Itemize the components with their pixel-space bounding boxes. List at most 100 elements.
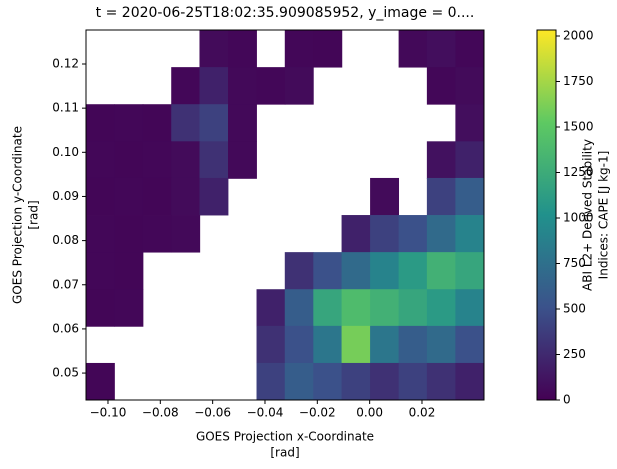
heatmap-cell [455, 215, 485, 253]
y-tick-label: 0.10 [52, 145, 79, 159]
heatmap-cell [341, 325, 371, 364]
heatmap-cell [313, 325, 343, 364]
heatmap-cell [256, 362, 286, 401]
heatmap-cell [313, 252, 343, 290]
heatmap-cell [114, 177, 144, 216]
heatmap-cell [455, 104, 485, 142]
heatmap-cell [199, 30, 229, 68]
x-tick-label: −0.02 [299, 406, 336, 420]
heatmap-cell [426, 30, 456, 68]
heatmap-cell [142, 104, 172, 142]
heatmap-cell [284, 252, 314, 290]
heatmap-cell [114, 252, 144, 290]
heatmap-cell [142, 177, 172, 216]
heatmap-cell [398, 252, 428, 290]
heatmap-cell [85, 362, 115, 401]
y-axis-label: GOES Projection y-Coordinate [11, 126, 25, 304]
heatmap-cell [171, 141, 201, 179]
heatmap-cell [398, 215, 428, 253]
heatmap-cell [228, 30, 257, 68]
heatmap-cell [426, 141, 456, 179]
y-axis-label: [rad] [27, 200, 41, 229]
heatmap-cell [426, 362, 456, 401]
colorbar-label: ABI L2+ Derived Stability [581, 139, 595, 291]
heatmap-cell [85, 104, 115, 142]
heatmap-cell [370, 215, 400, 253]
colorbar-tick-label: 1000 [563, 211, 594, 225]
chart-title: t = 2020-06-25T18:02:35.909085952, y_ima… [96, 5, 475, 21]
heatmap-cell [370, 362, 400, 401]
heatmap-cell [284, 289, 314, 327]
heatmap-cell [114, 141, 144, 179]
heatmap-cell [142, 215, 172, 253]
heatmap-cell [426, 289, 456, 327]
x-tick-label: 0.02 [409, 406, 436, 420]
heatmap-cell [313, 289, 343, 327]
heatmap-cell [228, 104, 257, 142]
y-tick-label: 0.12 [52, 56, 79, 70]
colorbar-label: Indices: CAPE [J kg-1] [597, 151, 611, 280]
heatmap-cell [85, 177, 115, 216]
heatmap-cell [398, 362, 428, 401]
heatmap-cell [455, 67, 485, 105]
heatmap-cell [228, 141, 257, 179]
heatmap-cell [341, 362, 371, 401]
heatmap-cell [142, 141, 172, 179]
heatmap-cell [455, 362, 485, 401]
heatmap-cell [398, 325, 428, 364]
heatmap-cell [199, 141, 229, 179]
x-tick-label: −0.06 [194, 406, 231, 420]
colorbar [536, 29, 557, 401]
heatmap-cell [256, 289, 286, 327]
heatmap-cell [171, 104, 201, 142]
heatmap-cell [199, 104, 229, 142]
heatmap-cell [114, 104, 144, 142]
heatmap-cell [284, 67, 314, 105]
y-tick-label: 0.09 [52, 189, 79, 203]
heatmap-cell [370, 325, 400, 364]
heatmap-cell [284, 325, 314, 364]
colorbar-tick-label: 500 [563, 302, 586, 316]
heatmap-cell [85, 215, 115, 253]
x-tick-label: −0.04 [247, 406, 284, 420]
heatmap-cell [313, 30, 343, 68]
heatmap-cell [426, 177, 456, 216]
y-tick-label: 0.05 [52, 366, 79, 380]
heatmap-cell [341, 215, 371, 253]
heatmap-cell [313, 362, 343, 401]
heatmap-cell [114, 215, 144, 253]
heatmap-cell [398, 289, 428, 327]
heatmap-cell [370, 289, 400, 327]
x-tick-label: 0.00 [356, 406, 383, 420]
colorbar-tick-label: 1500 [563, 120, 594, 134]
y-tick-label: 0.11 [52, 101, 79, 115]
heatmap-cell [256, 67, 286, 105]
heatmap-cell [426, 67, 456, 105]
heatmap-cell [114, 289, 144, 327]
x-tick-label: −0.08 [142, 406, 179, 420]
y-tick-label: 0.07 [52, 277, 79, 291]
y-tick-label: 0.08 [52, 233, 79, 247]
heatmap-cell [398, 30, 428, 68]
heatmap-cell [341, 289, 371, 327]
heatmap-cell [426, 252, 456, 290]
heatmap-cell [85, 141, 115, 179]
colorbar-tick-label: 2000 [563, 29, 594, 43]
x-tick-label: −0.10 [90, 406, 127, 420]
heatmap-cell [199, 67, 229, 105]
heatmap-cell [171, 67, 201, 105]
heatmap-cell [455, 289, 485, 327]
colorbar-tick-label: 750 [563, 256, 586, 270]
heatmap-cell [171, 177, 201, 216]
colorbar-tick-label: 250 [563, 347, 586, 361]
x-axis-label: GOES Projection x-Coordinate [196, 430, 374, 444]
x-axis-label: [rad] [270, 446, 299, 460]
heatmap-cell [228, 67, 257, 105]
plot-frame [85, 29, 485, 401]
heatmap-cell [341, 252, 371, 290]
heatmap-cell [85, 289, 115, 327]
heatmap-cell [284, 362, 314, 401]
colorbar-tick-label: 1750 [563, 74, 594, 88]
heatmap-cell [370, 177, 400, 216]
